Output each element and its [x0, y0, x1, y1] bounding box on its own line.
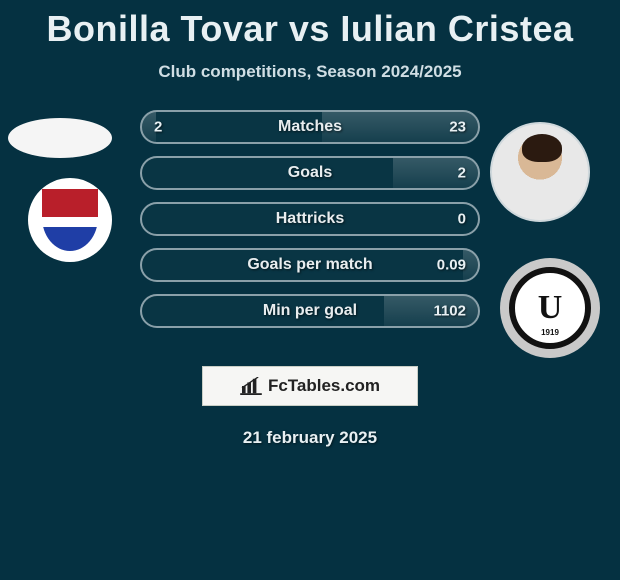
stat-value-left: 2 [154, 119, 162, 136]
stat-value-right: 1102 [433, 303, 466, 320]
stat-value-right: 23 [449, 119, 466, 136]
stat-row: Goals per match 0.09 [140, 248, 480, 282]
stat-label: Goals [288, 164, 332, 182]
club-year: 1919 [541, 328, 559, 337]
club-letter: U [538, 289, 563, 327]
stat-row: Min per goal 1102 [140, 294, 480, 328]
brand-box[interactable]: FcTables.com [202, 366, 418, 406]
stat-label: Hattricks [276, 210, 344, 228]
stat-value-right: 0.09 [437, 257, 466, 274]
stat-label: Min per goal [263, 302, 357, 320]
right-player-avatar [490, 122, 590, 222]
stat-label: Goals per match [247, 256, 372, 274]
stat-row: Goals 2 [140, 156, 480, 190]
left-club-badge [28, 178, 112, 262]
stat-row: Hattricks 0 [140, 202, 480, 236]
page-subtitle: Club competitions, Season 2024/2025 [0, 62, 620, 82]
stat-bars: 2 Matches 23 Goals 2 Hattricks 0 Goals per matc… [140, 110, 480, 340]
stat-value-right: 0 [458, 211, 466, 228]
generated-date: 21 february 2025 [0, 428, 620, 448]
bar-chart-icon [240, 377, 262, 395]
left-player-avatar [8, 118, 112, 158]
club-ring-icon: U 1919 [509, 267, 591, 349]
brand-label: FcTables.com [268, 376, 380, 396]
shield-icon [42, 189, 98, 251]
right-club-badge: U 1919 [500, 258, 600, 358]
stat-value-right: 2 [458, 165, 466, 182]
page-title: Bonilla Tovar vs Iulian Cristea [0, 0, 620, 50]
stat-row: 2 Matches 23 [140, 110, 480, 144]
stat-label: Matches [278, 118, 342, 136]
